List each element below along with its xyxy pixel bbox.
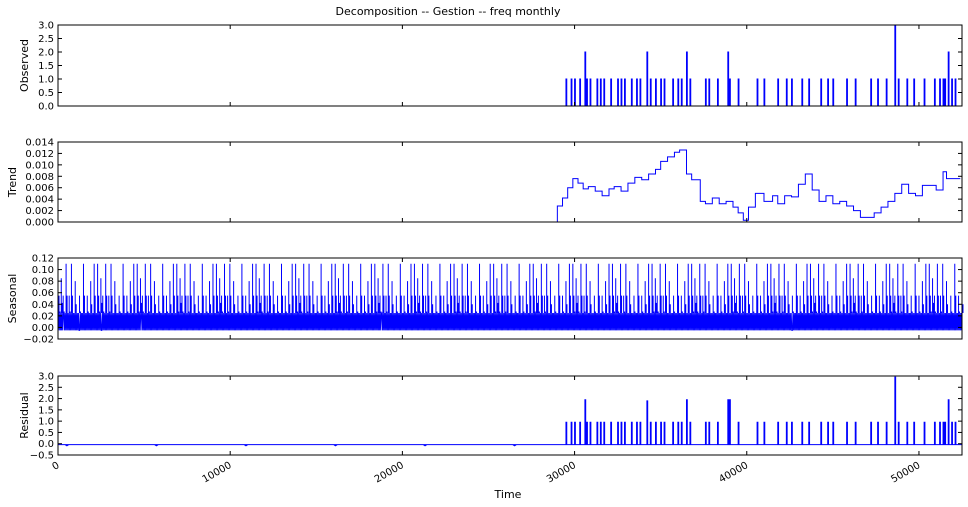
panel-residual: −0.50.00.51.01.52.02.53.0 0 10000 20000 3000…: [18, 372, 963, 486]
panel-observed: 0.0 0.5 1.0 1.5 2.0 2.5 3.0 Observed: [18, 21, 963, 113]
residual-series-line: [58, 376, 962, 447]
trend-y-axis-label: Trend: [6, 167, 19, 198]
observed-ytick-label: 0.5: [38, 88, 54, 99]
seasonal-axes-frame: [57, 257, 963, 340]
x-tick-label: 30000: [545, 460, 578, 485]
residual-ytick-label: 1.0: [38, 417, 54, 428]
observed-ytick-label: 0.0: [38, 102, 54, 113]
seasonal-ytick-label: −0.02: [23, 335, 54, 346]
observed-ytick-label: 2.0: [38, 48, 54, 59]
seasonal-ytick-label: 0.12: [32, 254, 54, 265]
trend-ytick-label: 0.008: [25, 172, 54, 183]
panels: 0.00.51.01.52.02.53.0Observed0.0000.0020…: [6, 21, 964, 486]
residual-ytick-label: 2.0: [38, 394, 54, 405]
observed-axes-frame: [57, 24, 963, 107]
seasonal-ytick-label: 0.04: [32, 300, 54, 311]
observed-series-line: [58, 24, 962, 107]
residual-ytick-label: 1.5: [38, 405, 54, 416]
x-tick-label: 50000: [889, 460, 922, 485]
residual-ytick-label: −0.5: [30, 451, 54, 462]
panel-trend: 0.0000.0020.0040.0060.0080.0100.0120.014…: [6, 138, 963, 229]
residual-ytick-label: 0.0: [38, 439, 54, 450]
panel-seasonal: −0.020.000.020.040.060.080.100.12 Seasona…: [6, 254, 964, 346]
observed-ytick-label: 2.5: [38, 34, 54, 45]
seasonal-series-line: [57, 263, 964, 331]
trend-ytick-label: 0.006: [25, 183, 54, 194]
seasonal-ytick-label: 0.10: [32, 265, 54, 276]
trend-ytick-label: 0.012: [25, 149, 54, 160]
observed-ytick-label: 3.0: [38, 21, 54, 32]
observed-ytick-label: 1.5: [38, 61, 54, 72]
residual-ytick-label: 3.0: [38, 372, 54, 383]
residual-ytick-label: 0.5: [38, 428, 54, 439]
trend-series-line: [58, 149, 961, 223]
observed-ytick-label: 1.0: [38, 75, 54, 86]
trend-ytick-label: 0.000: [25, 218, 54, 229]
seasonal-y-axis-label: Seasonal: [6, 274, 19, 324]
trend-ytick-label: 0.010: [25, 160, 54, 171]
observed-y-axis-label: Observed: [18, 39, 31, 92]
x-tick-label: 20000: [373, 460, 406, 485]
x-tick-label: 0: [50, 460, 61, 473]
trend-ytick-label: 0.002: [25, 206, 54, 217]
seasonal-ytick-label: 0.02: [32, 311, 54, 322]
residual-ytick-label: 2.5: [38, 383, 54, 394]
residual-y-axis-label: Residual: [18, 392, 31, 438]
seasonal-ytick-label: 0.00: [32, 323, 54, 334]
figure-title: Decomposition -- Gestion -- freq monthly: [336, 5, 561, 18]
trend-ytick-label: 0.014: [25, 138, 54, 149]
seasonal-ytick-label: 0.06: [32, 288, 54, 299]
x-tick-label: 40000: [717, 460, 750, 485]
residual-axes-frame: [57, 375, 963, 456]
seasonal-ytick-label: 0.08: [32, 277, 54, 288]
trend-axes-frame: [57, 141, 963, 223]
x-tick-label: 10000: [201, 460, 234, 485]
trend-ytick-label: 0.004: [25, 195, 54, 206]
x-axis-label: Time: [494, 488, 522, 501]
